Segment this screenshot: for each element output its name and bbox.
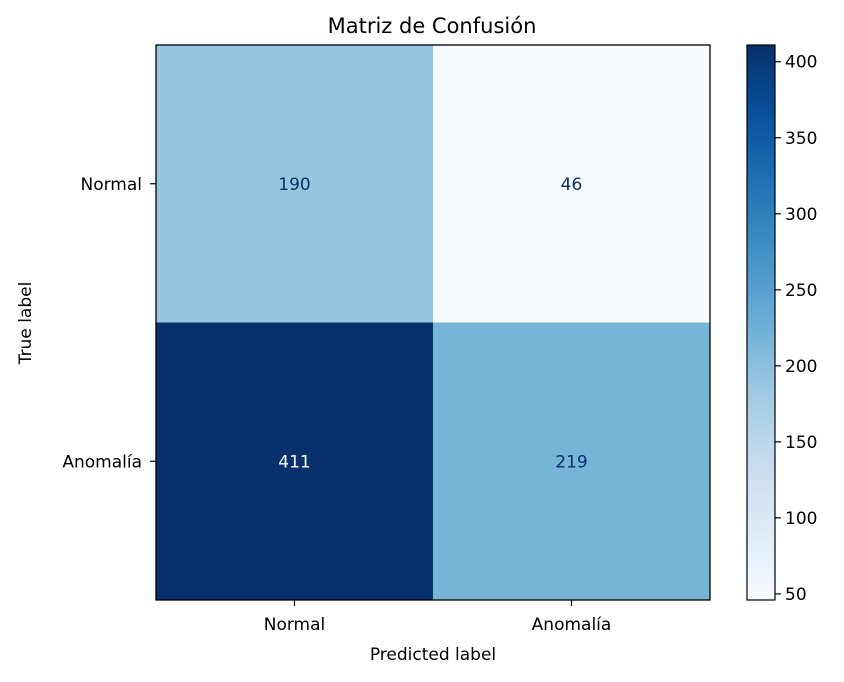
y-axis-ticks: Normal Anomalía: [62, 175, 156, 472]
y-tick-label: Normal: [80, 175, 142, 195]
cell-value-label: 219: [555, 452, 587, 472]
x-axis-label: Predicted label: [370, 645, 496, 665]
y-axis-label: True label: [16, 282, 36, 366]
colorbar-tick-label: 300: [785, 205, 817, 225]
matrix-cells: 190 46 411 219: [156, 45, 710, 600]
matrix-cell: [433, 45, 710, 323]
matrix-cell: [156, 322, 433, 600]
colorbar-tick-label: 250: [785, 281, 817, 301]
cell-value-label: 46: [561, 175, 583, 195]
matrix-cell: [156, 45, 433, 323]
x-axis-ticks: Normal Anomalía: [264, 600, 612, 635]
x-tick-label: Anomalía: [532, 615, 612, 635]
colorbar-tick-label: 150: [785, 433, 817, 453]
chart-title: Matriz de Confusión: [328, 14, 537, 38]
matrix-frame: [155, 44, 711, 601]
colorbar: [746, 44, 776, 601]
matrix-cell: [433, 322, 710, 600]
colorbar-tick-label: 100: [785, 509, 817, 529]
x-tick-label: Normal: [264, 615, 326, 635]
colorbar-tick-label: 400: [785, 53, 817, 73]
colorbar-tick-label: 350: [785, 129, 817, 149]
cell-value-label: 190: [278, 175, 310, 195]
cell-value-label: 411: [278, 452, 310, 472]
y-tick-label: Anomalía: [62, 452, 142, 472]
colorbar-ticks: 50 100 150 200 250 300 350 400: [775, 53, 817, 605]
colorbar-tick-label: 200: [785, 357, 817, 377]
colorbar-tick-label: 50: [785, 585, 807, 605]
